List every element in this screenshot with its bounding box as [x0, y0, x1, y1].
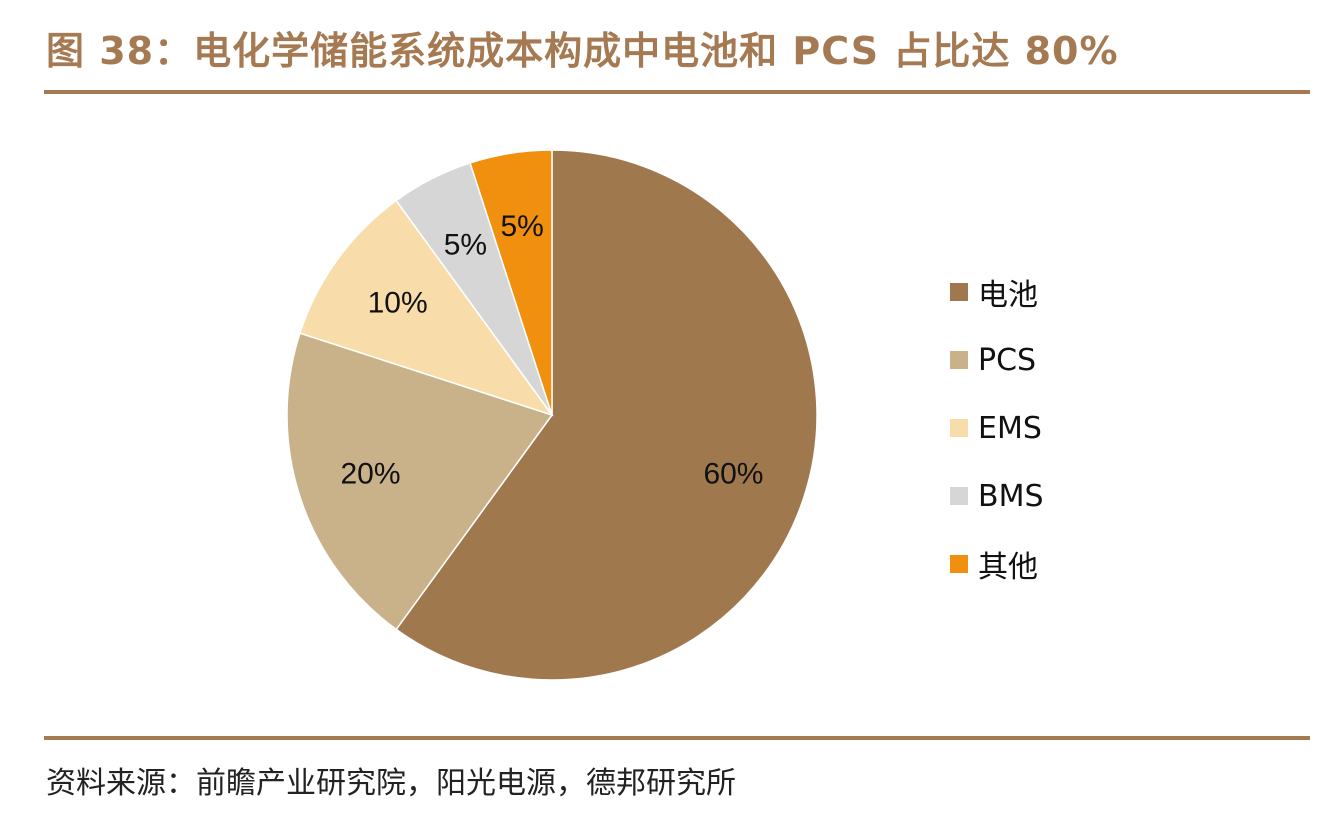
pie-slice-0 — [395, 149, 818, 681]
pie-slices — [286, 149, 818, 681]
legend-item-0: 电池 — [950, 258, 1044, 326]
legend-swatch — [950, 351, 968, 369]
legend-item-4: 其他 — [950, 530, 1044, 598]
pie-slice-1 — [286, 332, 554, 631]
legend-label: 其他 — [978, 550, 1038, 585]
pie-slice-2 — [299, 199, 554, 417]
chart-title: 图 38：电化学储能系统成本构成中电池和 PCS 占比达 80% — [46, 29, 1119, 73]
legend-swatch — [950, 487, 968, 505]
legend: 电池 PCS EMS BMS 其他 — [950, 258, 1044, 598]
pie-data-label-2: 10% — [368, 286, 428, 319]
pie-data-label-3: 5% — [444, 228, 487, 261]
pie-data-labels: 60% 20% 10% 5% 5% — [341, 210, 764, 490]
legend-swatch — [950, 283, 968, 301]
legend-label: EMS — [978, 410, 1042, 446]
pie-data-label-0: 60% — [703, 457, 763, 490]
pie-data-label-1: 20% — [341, 457, 401, 490]
title-rule — [44, 90, 1310, 94]
legend-item-2: EMS — [950, 394, 1044, 462]
legend-label: 电池 — [978, 278, 1038, 313]
pie-chart: 60% 20% 10% 5% 5% — [286, 149, 818, 681]
source-rule — [44, 736, 1310, 740]
legend-swatch — [950, 555, 968, 573]
pie-data-label-4: 5% — [500, 210, 543, 243]
legend-item-1: PCS — [950, 326, 1044, 394]
source-note: 资料来源：前瞻产业研究院，阳光电源，德邦研究所 — [46, 766, 736, 801]
legend-label: BMS — [978, 478, 1044, 514]
pie-slice-4 — [469, 149, 553, 416]
legend-swatch — [950, 419, 968, 437]
legend-item-3: BMS — [950, 462, 1044, 530]
legend-label: PCS — [978, 342, 1037, 378]
